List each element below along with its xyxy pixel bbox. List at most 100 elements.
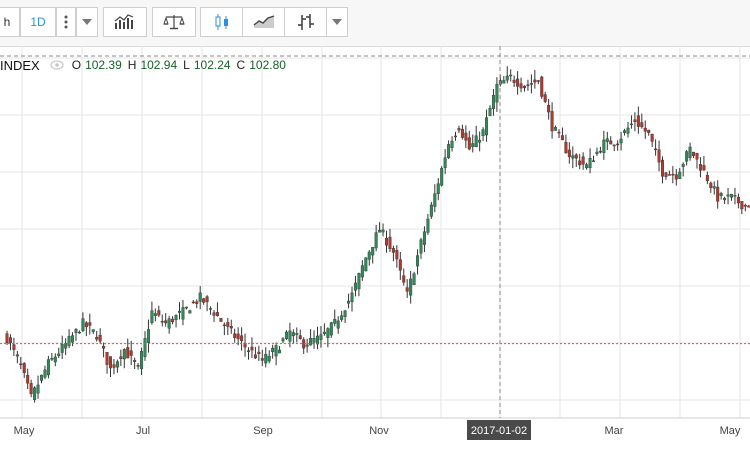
crosshair-date-background <box>467 420 531 440</box>
candle-body <box>333 318 337 324</box>
candle-body <box>543 94 547 102</box>
candle-body <box>467 137 471 150</box>
compare-button[interactable] <box>152 7 196 37</box>
candle-body <box>108 356 112 369</box>
candle-body <box>74 329 78 333</box>
candle-body <box>626 127 630 134</box>
candle-body <box>471 143 475 147</box>
candle-body <box>723 197 727 201</box>
candle-body <box>326 328 330 338</box>
interval-dropdown-button[interactable] <box>76 7 98 37</box>
candle-body <box>309 337 313 346</box>
candle-body <box>602 139 606 153</box>
chart-grid <box>0 46 750 418</box>
candle-body <box>71 335 75 343</box>
bars-chart-type-button[interactable] <box>284 7 328 37</box>
candle-body <box>198 292 202 302</box>
candle-body <box>667 174 671 176</box>
candle-body <box>67 336 71 346</box>
candle-body <box>388 236 392 250</box>
candle-body <box>222 324 226 327</box>
candle-body <box>229 326 233 329</box>
candle-body <box>592 160 596 163</box>
candle-body <box>260 358 264 361</box>
candle-body <box>15 354 19 357</box>
candle-body <box>612 144 616 147</box>
candle-body <box>195 301 199 304</box>
candle-body <box>274 345 278 357</box>
candle-body <box>726 194 730 197</box>
candle-body <box>474 135 478 148</box>
candle-body <box>250 346 254 351</box>
chart-type-dropdown-button[interactable] <box>326 7 348 37</box>
candle-body <box>616 143 620 146</box>
more-intervals-button[interactable] <box>56 7 76 37</box>
candle-body <box>416 255 420 267</box>
candle-body <box>102 346 106 349</box>
candle-body <box>578 160 582 166</box>
chevron-down-icon <box>82 19 92 25</box>
eye-icon[interactable] <box>50 60 64 70</box>
candle-body <box>567 149 571 158</box>
candle-body <box>378 229 382 233</box>
candle-body <box>426 218 430 233</box>
candle-body <box>226 322 230 327</box>
candle-body <box>19 363 23 366</box>
crosshair-date-label: 2017-01-02 <box>471 425 527 437</box>
candle-body <box>298 335 302 339</box>
candle-body <box>264 353 268 364</box>
candle-body <box>95 336 99 340</box>
candle-body <box>740 201 744 210</box>
candle-body <box>422 231 426 245</box>
candle-body <box>340 315 344 320</box>
area-chart-icon <box>253 15 275 28</box>
x-tick-label: May <box>14 425 35 437</box>
candle-body <box>209 308 213 310</box>
candle-body <box>133 359 137 362</box>
candle-body <box>77 331 81 334</box>
candle-body <box>164 320 168 324</box>
vertical-dots-icon <box>64 15 68 29</box>
candle-body <box>429 204 433 217</box>
candle-body <box>443 157 447 168</box>
candle-body <box>343 310 347 317</box>
candle-body <box>516 78 520 87</box>
candle-body <box>105 352 109 365</box>
candle-body <box>8 337 12 343</box>
candle-body <box>571 155 575 159</box>
candles-chart-type-button[interactable] <box>200 7 244 37</box>
candle-body <box>91 329 95 332</box>
candle-body <box>512 79 516 83</box>
candle-body <box>574 154 578 159</box>
interval-label-1d: 1D <box>30 15 46 29</box>
candle-body <box>319 334 323 340</box>
candle-body <box>171 318 175 323</box>
candle-body <box>288 330 292 342</box>
candlestick-icon <box>215 14 228 30</box>
candle-body <box>647 129 651 133</box>
area-chart-type-button[interactable] <box>242 7 286 37</box>
candle-body <box>405 287 409 292</box>
scale-balance-icon <box>163 15 185 30</box>
interval-button-1d[interactable]: 1D <box>20 7 56 37</box>
candle-body <box>367 251 371 260</box>
candle-body <box>122 349 126 360</box>
candle-body <box>177 310 181 313</box>
candle-body <box>519 83 523 89</box>
candle-body <box>447 144 451 158</box>
candle-body <box>60 344 64 353</box>
interval-button-hours[interactable]: h <box>0 7 20 37</box>
indicators-button[interactable] <box>103 7 147 37</box>
price-chart[interactable]: May Jul Sep Nov Mar May 2017-01-02 <box>0 46 750 450</box>
candle-body <box>5 333 9 344</box>
candle-body <box>33 387 37 400</box>
candle-body <box>129 350 133 356</box>
candle-body <box>609 140 613 145</box>
candle-body <box>140 350 144 369</box>
candle-body <box>12 344 16 350</box>
candle-body <box>174 314 178 320</box>
candle-body <box>350 292 354 302</box>
candle-body <box>419 239 423 254</box>
candle-body <box>53 356 57 363</box>
candle-body <box>188 310 192 314</box>
